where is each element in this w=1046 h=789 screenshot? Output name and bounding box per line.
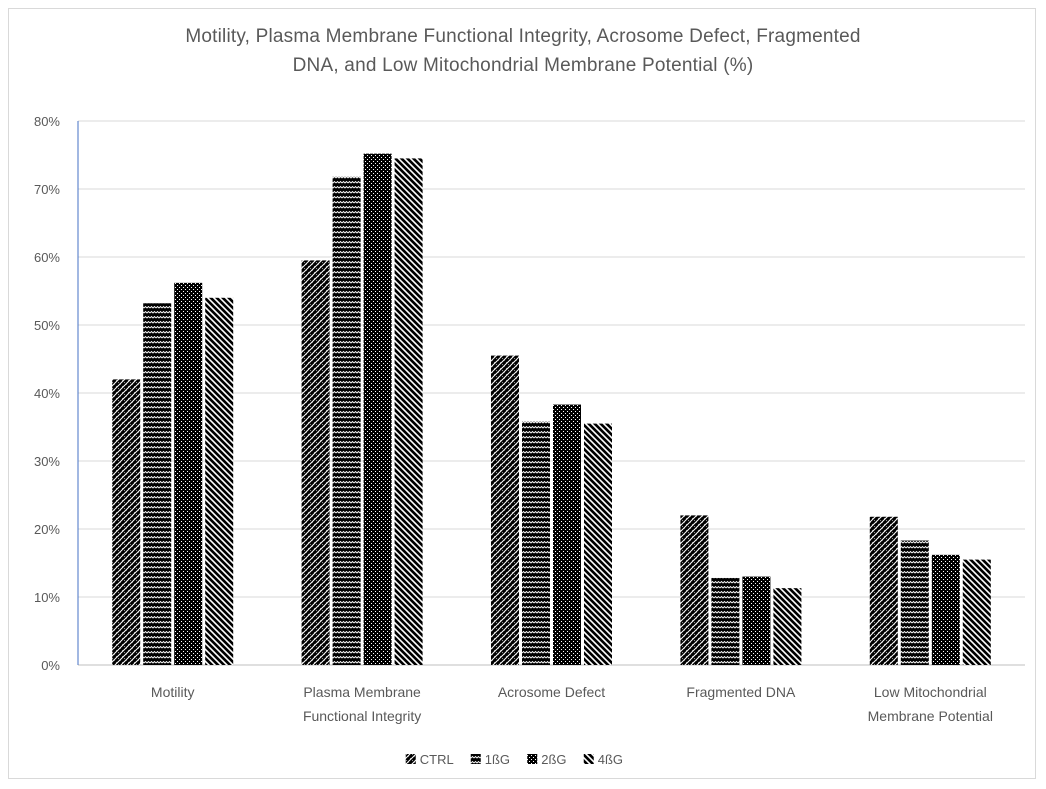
x-category-label: Membrane Potential [868, 708, 993, 724]
x-category-label: Motility [151, 684, 195, 700]
y-tick-label: 40% [34, 386, 60, 401]
bar-1ßG-3 [711, 577, 740, 665]
bar-4ßG-3 [773, 588, 802, 665]
gridlines [77, 120, 1025, 666]
legend-swatch-2ßG [527, 754, 538, 764]
legend-label: CTRL [420, 752, 454, 767]
bar-2ßG-0 [174, 282, 203, 665]
y-tick-label: 80% [34, 114, 60, 129]
legend-label: 4ßG [598, 752, 623, 767]
legend-swatch-4ßG [583, 754, 594, 764]
x-category-label: Functional Integrity [303, 708, 421, 724]
bar-4ßG-1 [394, 158, 423, 665]
y-tick-label: 0% [41, 658, 60, 673]
bar-2ßG-2 [553, 404, 581, 665]
y-tick-label: 10% [34, 590, 60, 605]
y-tick-label: 60% [34, 250, 60, 265]
x-category-label: Acrosome Defect [498, 684, 605, 700]
bar-CTRL-1 [301, 260, 330, 665]
x-category-label: Low Mitochondrial [874, 684, 987, 700]
bar-1ßG-4 [900, 540, 929, 665]
legend-label: 2ßG [541, 752, 566, 767]
bars [112, 153, 991, 665]
y-tick-label: 50% [34, 318, 60, 333]
legend-label: 1ßG [485, 752, 510, 767]
bar-CTRL-3 [680, 515, 709, 665]
chart-title: Motility, Plasma Membrane Functional Int… [0, 22, 1046, 80]
y-axis-ticks: 0% 10% 20% 30% 40% 50% 60% 70% 80% [34, 114, 60, 673]
bar-2ßG-4 [931, 554, 960, 665]
bar-1ßG-1 [332, 176, 361, 665]
bar-2ßG-1 [363, 153, 392, 665]
legend-swatch-1ßG [470, 754, 481, 764]
bar-4ßG-2 [584, 423, 612, 665]
y-tick-label: 30% [34, 454, 60, 469]
bar-2ßG-3 [742, 576, 771, 665]
bar-CTRL-4 [869, 516, 898, 665]
chart-title-line-2: DNA, and Low Mitochondrial Membrane Pote… [292, 55, 754, 76]
y-tick-label: 70% [34, 182, 60, 197]
bar-1ßG-2 [522, 421, 550, 665]
x-axis-categories: Motility Plasma Membrane Functional Integr… [151, 684, 993, 724]
y-tick-label: 20% [34, 522, 60, 537]
x-category-label: Plasma Membrane [303, 684, 421, 700]
x-category-label: Fragmented DNA [686, 684, 796, 700]
bar-4ßG-4 [962, 559, 991, 665]
bar-4ßG-0 [205, 297, 234, 665]
legend-swatch-CTRL [405, 754, 416, 764]
legend: CTRL 1ßG 2ßG 4ßG [405, 752, 623, 767]
chart-title-line-1: Motility, Plasma Membrane Functional Int… [185, 26, 861, 47]
bar-CTRL-2 [491, 355, 519, 665]
bar-CTRL-0 [112, 379, 141, 665]
bar-1ßG-0 [143, 303, 172, 665]
